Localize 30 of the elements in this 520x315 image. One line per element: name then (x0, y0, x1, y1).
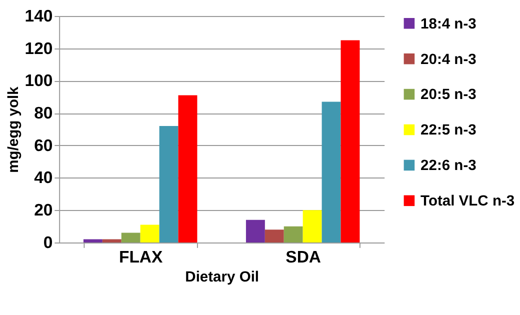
legend-label: 20:4 n-3 (420, 52, 476, 68)
bar (302, 210, 322, 243)
bar (284, 226, 303, 243)
y-tick-label: 20 (34, 200, 53, 220)
bar (340, 40, 360, 243)
bar (140, 224, 160, 243)
legend-label: 18:4 n-3 (420, 16, 476, 32)
y-tick-label: 100 (24, 71, 53, 90)
x-tick-label: FLAX (118, 248, 164, 267)
bar (322, 102, 341, 243)
y-axis-title: mg/egg yolk (6, 86, 22, 173)
y-tick-label: 120 (24, 38, 53, 58)
bar (121, 232, 140, 243)
y-tick-label: 140 (24, 6, 53, 26)
bar (102, 239, 122, 243)
x-axis-title: Dietary Oil (185, 269, 260, 286)
bar (159, 126, 178, 243)
y-tick-label: 0 (43, 232, 53, 252)
y-tick-label: 60 (34, 136, 53, 155)
bar (246, 220, 265, 243)
bar (264, 230, 284, 243)
bar (83, 239, 102, 243)
legend-label: Total VLC n-3 (420, 194, 515, 210)
legend-label: 22:5 n-3 (420, 122, 476, 139)
legend-label: 20:5 n-3 (420, 87, 476, 104)
y-tick-label: 40 (34, 168, 53, 188)
legend-label: 22:6 n-3 (420, 158, 476, 174)
bar (178, 95, 198, 243)
x-tick-label: SDA (286, 248, 322, 267)
y-tick-label: 80 (34, 103, 53, 122)
